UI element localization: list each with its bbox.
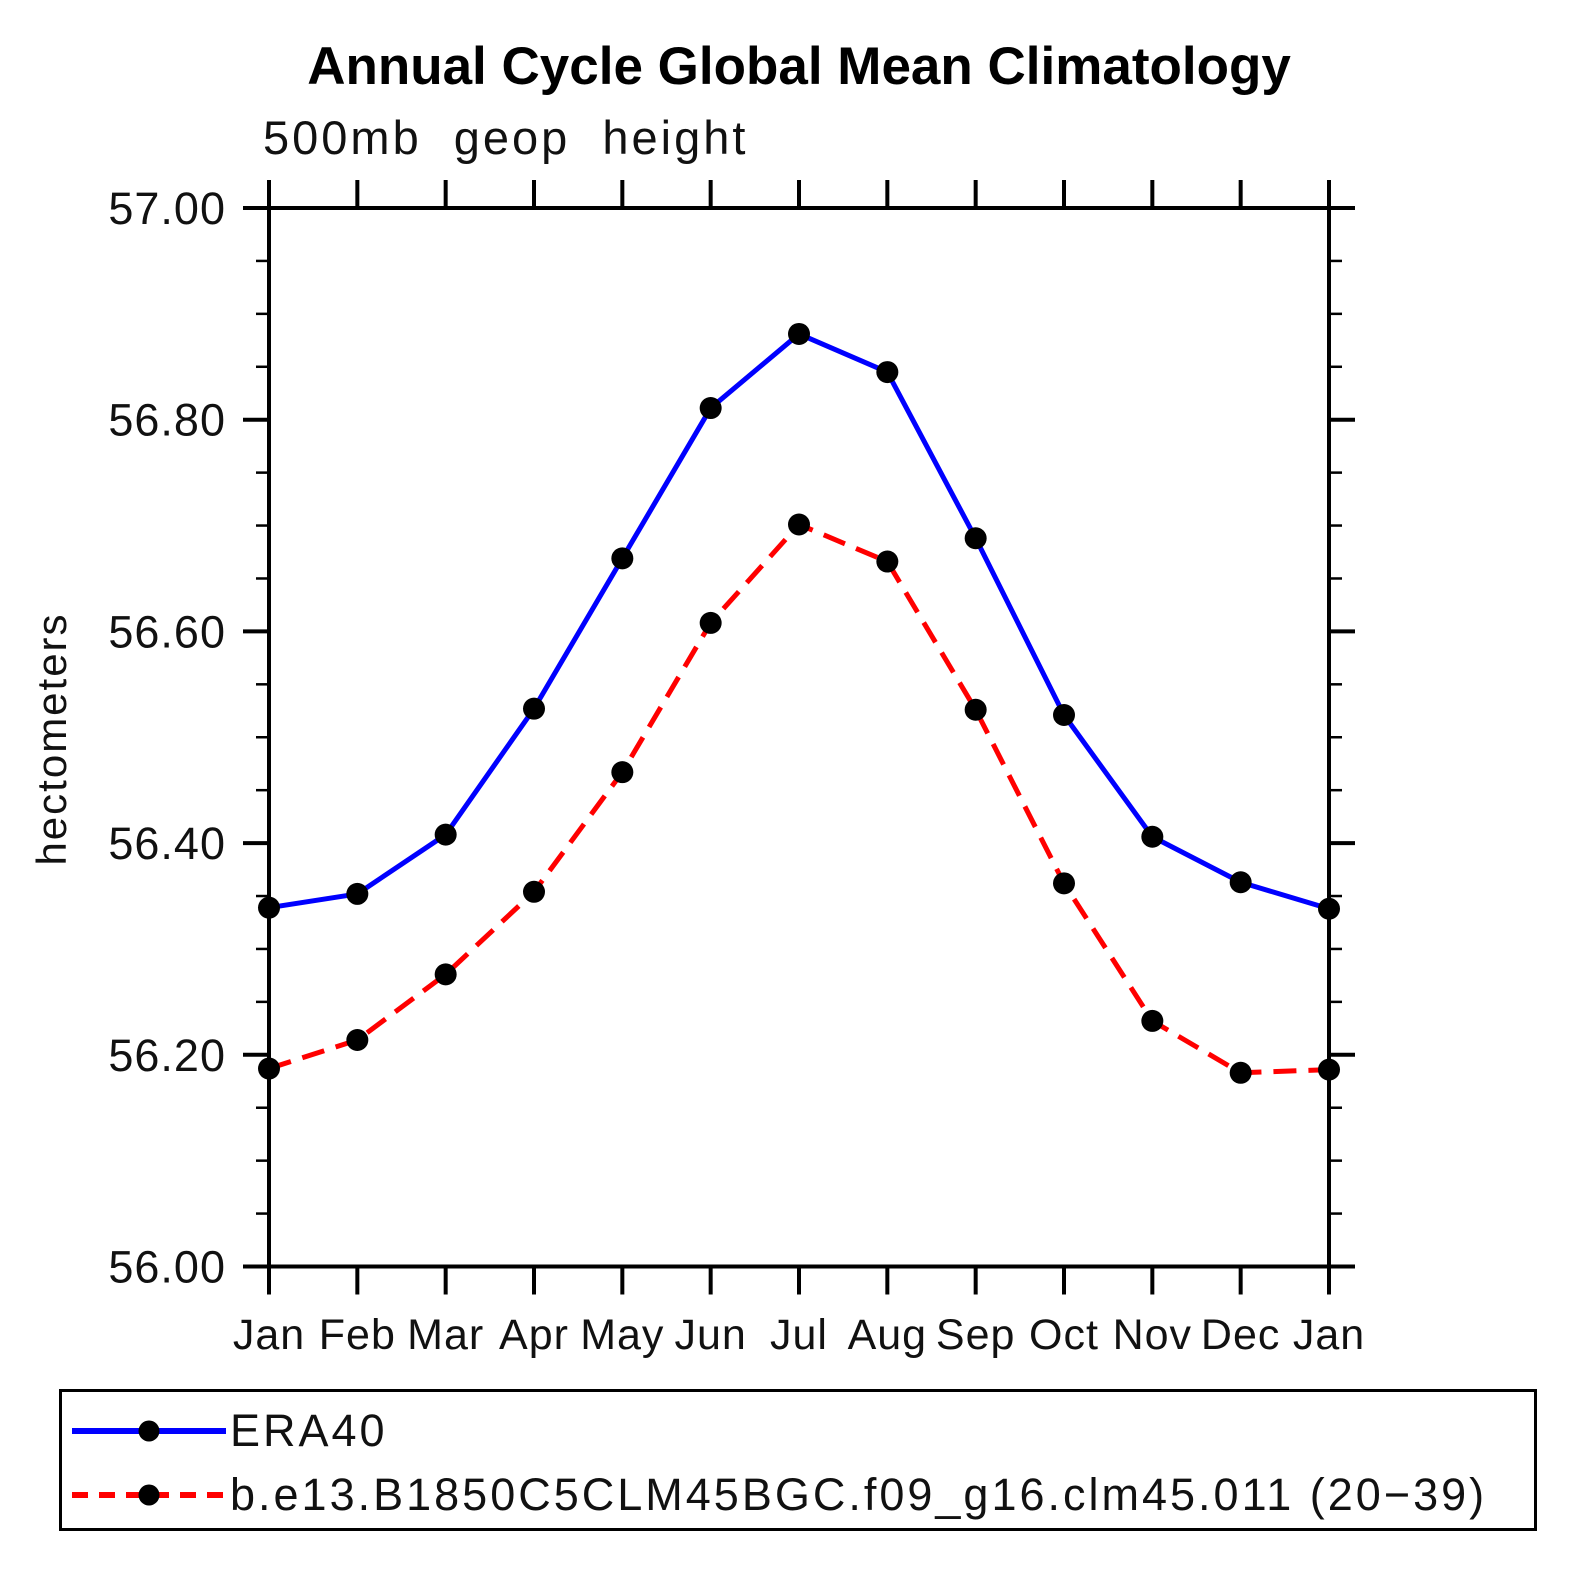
x-tick-label: Oct [1029, 1311, 1099, 1359]
x-tick-label: Jun [674, 1311, 746, 1359]
data-point-marker [699, 611, 722, 634]
x-tick-label: Apr [499, 1311, 569, 1359]
legend-line-sample-dashed [72, 1484, 226, 1506]
series-line-0 [268, 331, 1330, 912]
x-tick-label: Jan [1293, 1311, 1365, 1359]
data-point-marker [964, 527, 987, 550]
data-point-marker [258, 896, 280, 919]
x-tick-label: Jan [233, 1311, 305, 1359]
data-point-marker [876, 550, 899, 573]
data-point-marker [1053, 872, 1075, 895]
series-line-1 [268, 521, 1330, 1076]
x-tick-label: Sep [936, 1311, 1016, 1359]
data-point-marker [1318, 897, 1340, 920]
data-point-marker [1141, 825, 1164, 848]
y-tick-label: 56.60 [108, 606, 226, 657]
x-tick-label: Mar [407, 1311, 484, 1359]
data-point-marker [523, 697, 545, 720]
x-tick-label: Aug [848, 1311, 928, 1359]
data-point-marker [964, 698, 987, 721]
chart-subtitle: 500mb geop height [263, 111, 749, 164]
data-point-marker [346, 1028, 369, 1051]
chart-title: Annual Cycle Global Mean Climatology [307, 37, 1291, 96]
data-point-marker [434, 963, 457, 986]
data-point-marker [611, 547, 634, 570]
x-tick-label: Jul [770, 1311, 828, 1359]
data-point-marker [523, 880, 545, 903]
x-tick-label: Feb [319, 1311, 396, 1359]
y-tick-label: 56.00 [108, 1242, 226, 1293]
x-tick-label: Dec [1201, 1311, 1280, 1359]
data-point-marker [346, 882, 369, 905]
data-point-marker [1318, 1058, 1340, 1081]
y-tick-label: 56.40 [108, 818, 226, 869]
legend-marker-icon [138, 1484, 160, 1506]
data-point-marker [788, 513, 810, 536]
data-point-marker [699, 397, 722, 420]
data-point-marker [788, 322, 810, 345]
legend-label-era40: ERA40 [230, 1405, 388, 1456]
x-tick-label: Nov [1113, 1311, 1192, 1359]
legend-entry-era40: ERA40 [68, 1404, 388, 1458]
y-tick-label: 56.80 [108, 395, 226, 446]
y-tick-label: 56.20 [108, 1030, 226, 1081]
legend-entry-model: b.e13.B1850C5CLM45BGC.f09_g16.clm45.011 … [68, 1468, 1487, 1522]
data-point-marker [611, 761, 634, 784]
legend-line-sample-solid [72, 1420, 226, 1442]
legend: ERA40 b.e13.B1850C5CLM45BGC.f09_g16.clm4… [59, 1389, 1537, 1531]
x-tick-label: May [580, 1311, 664, 1359]
data-point-marker [876, 361, 899, 384]
legend-label-model: b.e13.B1850C5CLM45BGC.f09_g16.clm45.011 … [230, 1469, 1488, 1520]
data-point-marker [1053, 704, 1075, 727]
data-point-marker [1229, 871, 1252, 894]
plot-frame [267, 206, 1331, 1269]
data-point-marker [1141, 1009, 1164, 1032]
data-point-marker [258, 1057, 280, 1080]
y-tick-label: 57.00 [108, 183, 226, 234]
legend-marker-icon [138, 1420, 160, 1442]
data-point-marker [434, 823, 457, 846]
data-point-marker [1229, 1061, 1252, 1084]
